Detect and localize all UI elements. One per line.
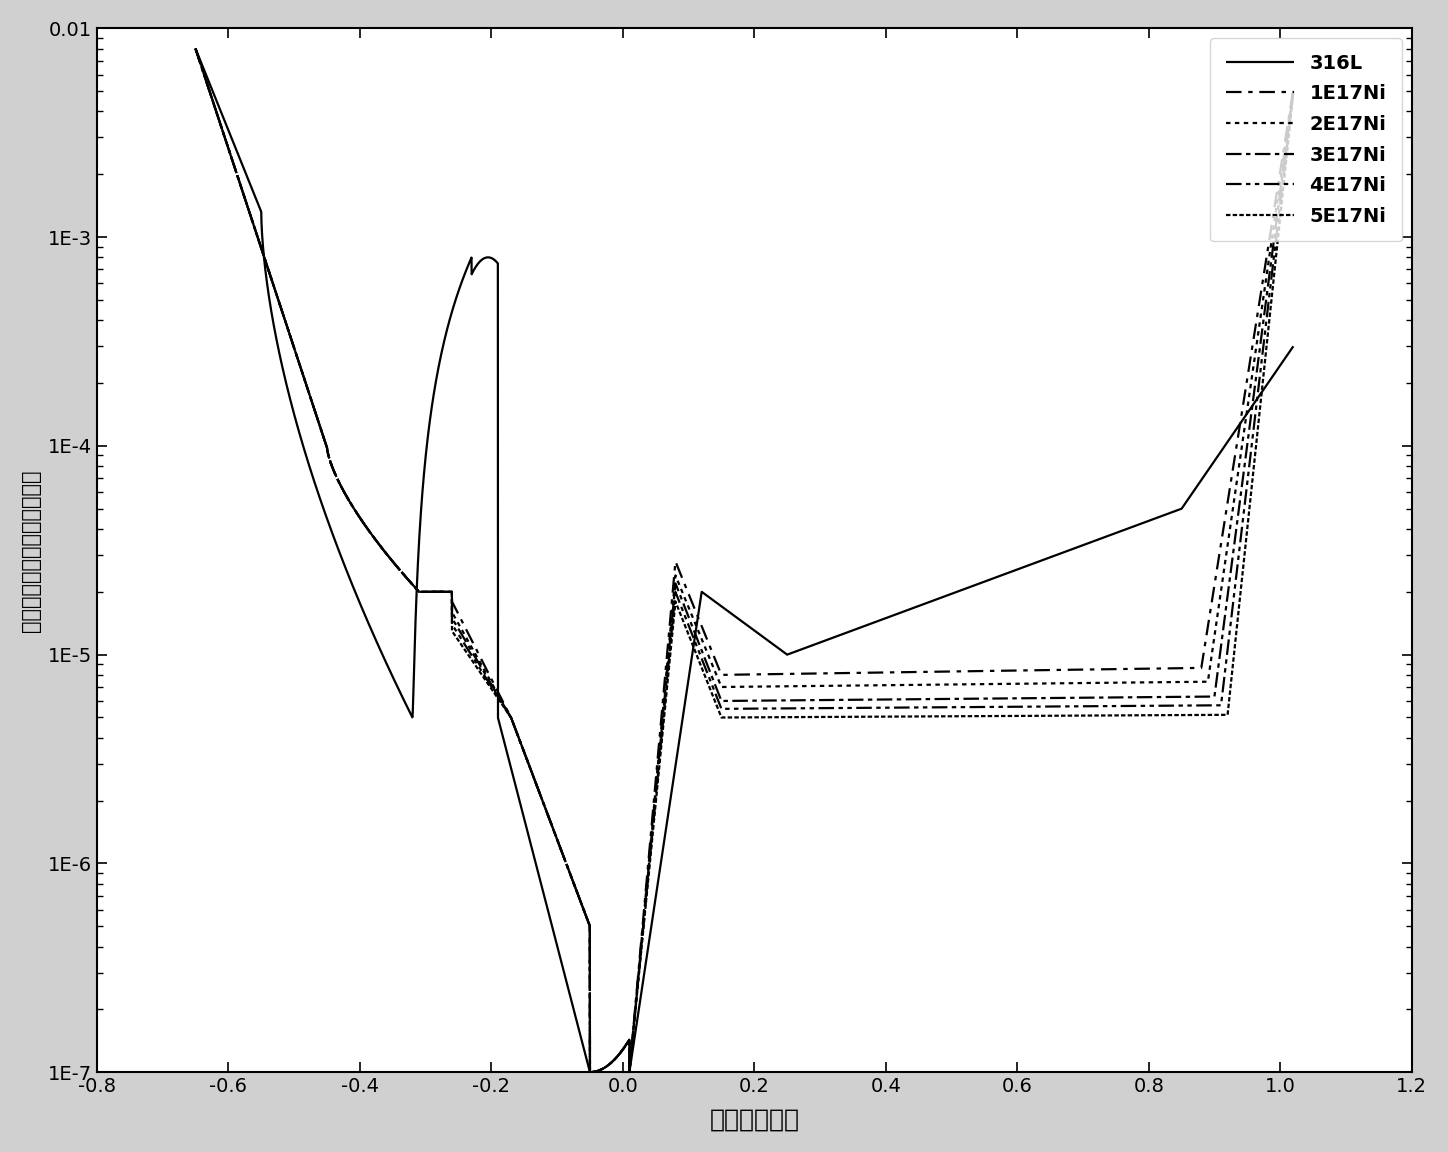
316L — [187, 41, 204, 55]
316L — [242, 179, 259, 192]
316L — [1001, 566, 1018, 579]
4E17Ni — [585, 1066, 602, 1079]
1E17Ni — [585, 1066, 602, 1079]
Line: 3E17Ni: 3E17Ni — [195, 48, 1293, 1073]
2E17Ni — [1060, 676, 1077, 690]
1E17Ni — [837, 666, 854, 680]
5E17Ni — [1001, 708, 1018, 722]
Line: 4E17Ni: 4E17Ni — [195, 48, 1293, 1073]
3E17Ni — [585, 1066, 602, 1079]
3E17Ni — [242, 209, 259, 222]
4E17Ni — [885, 700, 902, 714]
316L — [885, 608, 902, 622]
2E17Ni — [581, 1066, 598, 1079]
Line: 5E17Ni: 5E17Ni — [195, 48, 1293, 1073]
1E17Ni — [1060, 662, 1077, 676]
316L — [1284, 340, 1302, 354]
3E17Ni — [1001, 691, 1018, 705]
5E17Ni — [585, 1066, 602, 1079]
4E17Ni — [1284, 85, 1302, 99]
2E17Ni — [187, 41, 204, 55]
5E17Ni — [242, 209, 259, 222]
316L — [581, 1066, 598, 1079]
4E17Ni — [242, 209, 259, 222]
3E17Ni — [187, 41, 204, 55]
3E17Ni — [581, 1066, 598, 1079]
2E17Ni — [837, 679, 854, 692]
3E17Ni — [837, 692, 854, 706]
5E17Ni — [187, 41, 204, 55]
5E17Ni — [885, 710, 902, 723]
X-axis label: 电势（伏特）: 电势（伏特） — [710, 1107, 799, 1131]
4E17Ni — [187, 41, 204, 55]
Y-axis label: 电流密度（安培每平方厘米）: 电流密度（安培每平方厘米） — [20, 469, 41, 631]
5E17Ni — [837, 710, 854, 723]
316L — [1060, 544, 1077, 558]
1E17Ni — [242, 209, 259, 222]
316L — [837, 627, 854, 641]
3E17Ni — [1060, 691, 1077, 705]
1E17Ni — [1284, 82, 1302, 96]
2E17Ni — [585, 1066, 602, 1079]
5E17Ni — [1284, 86, 1302, 100]
4E17Ni — [581, 1066, 598, 1079]
Line: 2E17Ni: 2E17Ni — [195, 48, 1293, 1073]
5E17Ni — [1060, 708, 1077, 722]
2E17Ni — [1001, 677, 1018, 691]
1E17Ni — [581, 1066, 598, 1079]
3E17Ni — [1284, 84, 1302, 98]
2E17Ni — [242, 209, 259, 222]
2E17Ni — [885, 679, 902, 692]
2E17Ni — [1284, 83, 1302, 97]
1E17Ni — [885, 666, 902, 680]
Line: 316L: 316L — [195, 48, 1293, 1073]
1E17Ni — [1001, 664, 1018, 677]
1E17Ni — [187, 41, 204, 55]
Line: 1E17Ni: 1E17Ni — [195, 48, 1293, 1073]
316L — [585, 1066, 602, 1079]
4E17Ni — [1060, 699, 1077, 713]
3E17Ni — [885, 692, 902, 706]
Legend: 316L, 1E17Ni, 2E17Ni, 3E17Ni, 4E17Ni, 5E17Ni: 316L, 1E17Ni, 2E17Ni, 3E17Ni, 4E17Ni, 5E… — [1211, 38, 1402, 242]
5E17Ni — [581, 1066, 598, 1079]
4E17Ni — [1001, 700, 1018, 714]
4E17Ni — [837, 702, 854, 715]
